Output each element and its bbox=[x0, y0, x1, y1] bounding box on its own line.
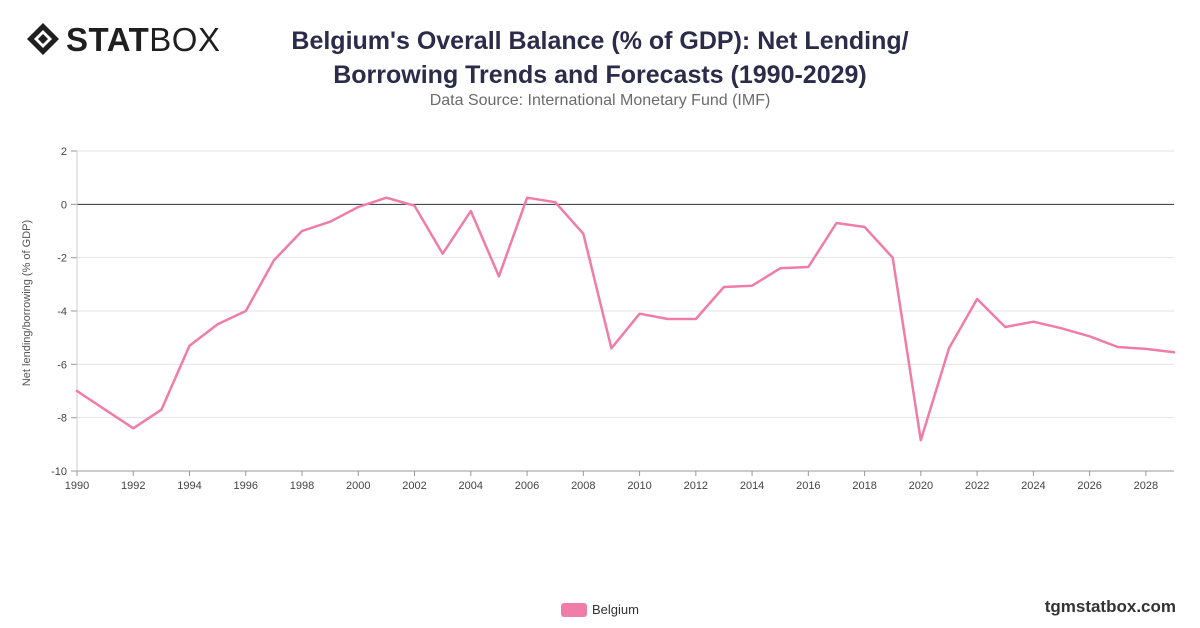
y-tick-label: -8 bbox=[57, 413, 67, 425]
brand-wordmark-bold: STAT bbox=[66, 20, 150, 58]
x-tick-label: 1992 bbox=[121, 480, 145, 492]
x-tick-label: 2014 bbox=[740, 480, 764, 492]
chart-title: Belgium's Overall Balance (% of GDP): Ne… bbox=[291, 27, 909, 89]
x-tick-label: 2012 bbox=[684, 480, 708, 492]
x-tick-label: 2026 bbox=[1077, 480, 1101, 492]
brand-wordmark: STATBOX bbox=[66, 23, 220, 56]
x-tick-label: 2018 bbox=[852, 480, 876, 492]
series-line-belgium bbox=[75, 196, 1176, 442]
y-axis-label: Net lending/borrowing (% of GDP) bbox=[21, 220, 33, 386]
x-tick-label: 1998 bbox=[290, 480, 314, 492]
x-tick-label: 2000 bbox=[346, 480, 370, 492]
x-tick-label: 2022 bbox=[965, 480, 989, 492]
legend-swatch-belgium bbox=[561, 602, 587, 617]
brand-logo: STATBOX bbox=[26, 22, 220, 56]
x-tick-label: 2020 bbox=[909, 480, 933, 492]
x-tick-label: 2028 bbox=[1134, 480, 1158, 492]
x-tick-label: 2016 bbox=[796, 480, 820, 492]
legend[interactable]: Belgium bbox=[561, 602, 639, 617]
x-tick-label: 2010 bbox=[627, 480, 651, 492]
brand-wordmark-light: BOX bbox=[149, 20, 221, 58]
y-tick-label: -10 bbox=[51, 466, 67, 478]
x-tick-label: 2004 bbox=[459, 480, 483, 492]
chart-subtitle: Data Source: International Monetary Fund… bbox=[429, 92, 771, 109]
y-tick-label: 2 bbox=[61, 146, 67, 158]
x-tick-label: 2006 bbox=[515, 480, 539, 492]
y-tick-label: 0 bbox=[61, 199, 67, 211]
diamond-logo-icon bbox=[27, 23, 59, 55]
source-url[interactable]: tgmstatbox.com bbox=[1044, 597, 1176, 616]
y-tick-label: -6 bbox=[57, 359, 67, 371]
x-tick-label: 1994 bbox=[177, 480, 201, 492]
legend-label-belgium: Belgium bbox=[592, 602, 639, 617]
x-tick-label: 1990 bbox=[65, 480, 89, 492]
y-tick-label: -2 bbox=[57, 253, 67, 265]
x-tick-label: 2024 bbox=[1021, 480, 1045, 492]
x-tick-label: 2008 bbox=[571, 480, 595, 492]
y-tick-label: -4 bbox=[57, 306, 67, 318]
x-tick-label: 2002 bbox=[402, 480, 426, 492]
x-tick-label: 1996 bbox=[234, 480, 258, 492]
